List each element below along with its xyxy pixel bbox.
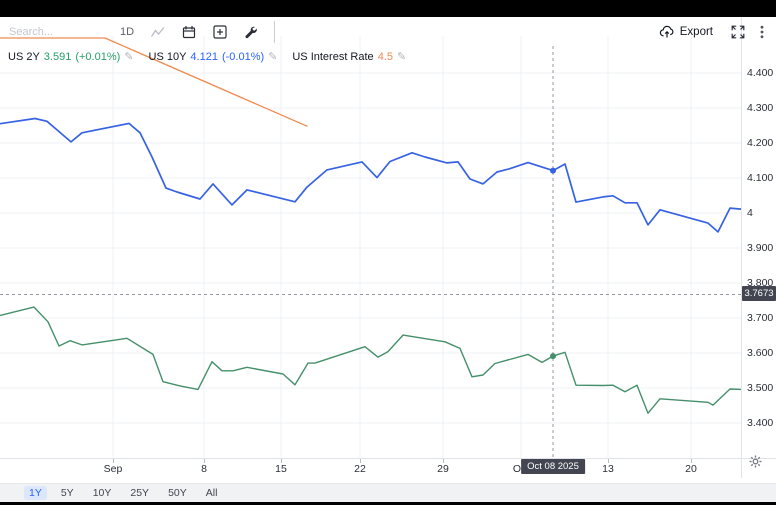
- crosshair-price-badge: 3.7673: [742, 286, 776, 302]
- cloud-export-icon: [659, 25, 674, 38]
- legend-change: (+0.01%): [75, 50, 121, 63]
- top-black-bar: [0, 0, 776, 17]
- toolbar: 1D: [0, 17, 776, 46]
- crosshair-marker: [550, 167, 556, 174]
- time-axis-tick: [113, 459, 114, 463]
- legend-item-interest-rate[interactable]: US Interest Rate 4.5 ✎: [292, 50, 407, 64]
- edit-pencil-icon[interactable]: ✎: [124, 51, 134, 63]
- price-axis-label: 3.900: [747, 242, 774, 254]
- plot-area[interactable]: [0, 17, 741, 458]
- time-axis[interactable]: Sep8152229Oct1320: [0, 459, 741, 478]
- legend-item-us2y[interactable]: US 2Y 3.591 (+0.01%) ✎: [8, 50, 134, 64]
- series-line-us-interest-rate: [0, 37, 308, 127]
- right-axis-border: [741, 17, 742, 478]
- add-pane-icon[interactable]: [213, 24, 227, 39]
- time-axis-tick: [360, 459, 361, 463]
- price-axis[interactable]: 4.400 4.300 4.200 4.100 4 3.900 3.800 3.700 3.60…: [741, 17, 776, 458]
- edit-pencil-icon[interactable]: ✎: [268, 51, 278, 63]
- time-axis-label: Sep: [103, 463, 123, 475]
- price-axis-label: 3.800: [747, 277, 774, 289]
- legend-change: (-0.01%): [221, 50, 265, 63]
- time-axis-label: 8: [201, 463, 207, 475]
- legend-symbol: US Interest Rate: [292, 50, 374, 63]
- interval-button[interactable]: 1D: [120, 25, 135, 38]
- time-axis-label: 15: [275, 463, 287, 475]
- price-axis-label: 3.500: [747, 382, 774, 394]
- more-menu-icon[interactable]: [760, 25, 764, 39]
- price-axis-label: 3.600: [747, 347, 774, 359]
- series-line-us-10y: [0, 117, 741, 233]
- time-axis-label: 29: [437, 463, 449, 475]
- chart-style-icon[interactable]: [151, 26, 165, 38]
- range-button-5y[interactable]: 5Y: [60, 487, 74, 499]
- price-axis-label: 4.100: [747, 172, 774, 184]
- export-button[interactable]: Export: [659, 25, 713, 38]
- edit-pencil-icon[interactable]: ✎: [396, 51, 407, 63]
- price-axis-label: 3.400: [747, 417, 774, 429]
- series-line-us-2y: [0, 306, 741, 414]
- range-button-1y[interactable]: 1Y: [24, 486, 47, 500]
- range-toolbar: 1Y 5Y 10Y 25Y 50Y All: [0, 483, 776, 502]
- search-input[interactable]: [9, 25, 104, 38]
- legend-value: 4.121: [190, 50, 218, 63]
- crosshair-marker: [550, 353, 556, 360]
- legend-symbol: US 10Y: [148, 50, 187, 63]
- price-axis-label: 4.200: [747, 137, 774, 149]
- legend-item-us10y[interactable]: US 10Y 4.121 (-0.01%) ✎: [148, 50, 278, 64]
- tools-wrench-icon[interactable]: [244, 25, 258, 39]
- time-axis-tick: [443, 459, 444, 463]
- range-button-25y[interactable]: 25Y: [130, 487, 150, 499]
- crosshair-date-badge: Oct 08 2025: [521, 459, 585, 474]
- fullscreen-icon[interactable]: [731, 25, 745, 39]
- price-axis-label: 3.700: [747, 312, 774, 324]
- price-axis-label: 4: [747, 207, 753, 219]
- legend: US 2Y 3.591 (+0.01%) ✎ US 10Y 4.121 (-0.…: [8, 50, 407, 64]
- bottom-black-bar: [0, 502, 776, 505]
- legend-value: 3.591: [43, 50, 72, 63]
- time-axis-label: 13: [602, 463, 614, 475]
- time-axis-tick: [608, 459, 609, 463]
- time-axis-tick: [281, 459, 282, 463]
- time-axis-tick: [204, 459, 205, 463]
- bottom-axis-border: [0, 458, 776, 459]
- legend-value: 4.5: [377, 50, 393, 63]
- price-axis-label: 4.300: [747, 102, 774, 114]
- price-axis-label: 4.400: [747, 67, 774, 79]
- export-label: Export: [679, 25, 713, 38]
- time-axis-label: 20: [685, 463, 697, 475]
- time-axis-label: 22: [354, 463, 366, 475]
- range-button-all[interactable]: All: [205, 487, 218, 499]
- toolbar-divider: [274, 20, 276, 43]
- settings-gear-icon[interactable]: [749, 455, 762, 473]
- range-button-50y[interactable]: 50Y: [168, 487, 187, 499]
- legend-symbol: US 2Y: [8, 50, 40, 63]
- time-axis-tick: [691, 459, 692, 463]
- calendar-icon[interactable]: [182, 25, 196, 39]
- range-button-10y[interactable]: 10Y: [92, 487, 112, 499]
